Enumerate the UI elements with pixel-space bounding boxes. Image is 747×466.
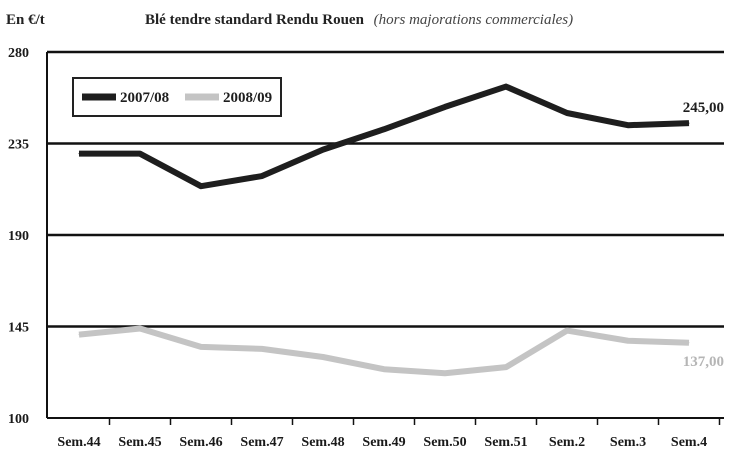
x-tick-label-Sem.4: Sem.4 bbox=[671, 435, 707, 450]
point-2007-08-Sem.46 bbox=[200, 185, 202, 187]
point-2007-08-Sem.45 bbox=[139, 153, 141, 155]
chart-title: Blé tendre standard Rendu Rouen bbox=[145, 12, 365, 28]
point-2007-08-Sem.50 bbox=[444, 106, 446, 108]
point-2007-08-Sem.48 bbox=[322, 149, 324, 151]
series-group bbox=[78, 83, 690, 377]
point-2008-09-Sem.44 bbox=[78, 334, 80, 336]
x-tick-label-Sem.46: Sem.46 bbox=[179, 435, 222, 450]
x-tick-label-Sem.49: Sem.49 bbox=[362, 435, 405, 450]
legend-label-2007-08: 2007/08 bbox=[120, 90, 169, 106]
series-line-2008-09 bbox=[78, 325, 690, 377]
y-tick-label-280: 280 bbox=[8, 46, 29, 61]
x-tick-label-Sem.2: Sem.2 bbox=[549, 435, 585, 450]
chart-subtitle: (hors majorations commerciales) bbox=[374, 12, 573, 28]
point-2007-08-Sem.49 bbox=[383, 128, 385, 130]
x-tick-label-Sem.48: Sem.48 bbox=[301, 435, 344, 450]
unit-label: En €/t bbox=[6, 12, 45, 28]
end-label-2008-09: 137,00 bbox=[683, 354, 724, 370]
point-2008-09-Sem.49 bbox=[383, 368, 385, 370]
end-label-2007-08: 245,00 bbox=[683, 100, 724, 116]
point-2008-09-Sem.47 bbox=[261, 348, 263, 350]
x-tick-label-Sem.3: Sem.3 bbox=[610, 435, 646, 450]
legend-label-2008-09: 2008/09 bbox=[223, 90, 272, 106]
chart-title-group: Blé tendre standard Rendu Rouen (hors ma… bbox=[145, 12, 573, 28]
y-tick-label-145: 145 bbox=[8, 321, 29, 336]
y-tick-label-190: 190 bbox=[8, 229, 29, 244]
point-2008-09-Sem.48 bbox=[322, 356, 324, 358]
point-2008-09-Sem.3 bbox=[627, 340, 629, 342]
y-tick-label-235: 235 bbox=[8, 138, 29, 153]
legend-box bbox=[72, 77, 282, 117]
x-tick-labels: Sem.44 Sem.45 Sem.46 Sem.47 Sem.48 Sem.49 Sem.… bbox=[57, 435, 707, 450]
point-2007-08-Sem.2 bbox=[566, 112, 568, 114]
y-tick-label-100: 100 bbox=[8, 412, 29, 427]
point-2008-09-Sem.4 bbox=[688, 342, 690, 344]
y-tick-labels: 100 145 190 235 280 bbox=[8, 46, 29, 427]
legend: 2007/08 2008/09 bbox=[72, 77, 282, 117]
x-tick-label-Sem.45: Sem.45 bbox=[118, 435, 161, 450]
point-2007-08-Sem.47 bbox=[261, 175, 263, 177]
x-tick-label-Sem.50: Sem.50 bbox=[423, 435, 466, 450]
grid-lines bbox=[47, 50, 724, 328]
x-tick-label-Sem.44: Sem.44 bbox=[57, 435, 100, 450]
x-tick-label-Sem.51: Sem.51 bbox=[484, 435, 527, 450]
x-tick-label-Sem.47: Sem.47 bbox=[240, 435, 283, 450]
point-2007-08-Sem.51 bbox=[505, 86, 507, 88]
point-2008-09-Sem.46 bbox=[200, 346, 202, 348]
point-2007-08-Sem.44 bbox=[78, 153, 80, 155]
point-2008-09-Sem.2 bbox=[566, 330, 568, 332]
axes bbox=[46, 52, 724, 425]
point-2007-08-Sem.3 bbox=[627, 124, 629, 126]
point-2008-09-Sem.45 bbox=[139, 328, 141, 330]
point-2008-09-Sem.51 bbox=[505, 366, 507, 368]
point-2008-09-Sem.50 bbox=[444, 372, 446, 374]
point-2007-08-Sem.4 bbox=[688, 122, 690, 124]
